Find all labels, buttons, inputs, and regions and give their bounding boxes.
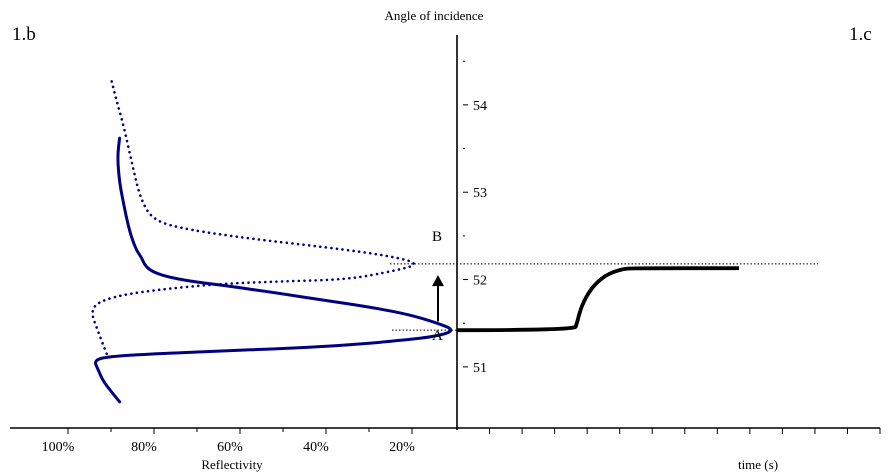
reflectivity-curve-b-dotted bbox=[91, 77, 415, 356]
reflectivity-tick-label: 40% bbox=[303, 440, 329, 455]
reflectivity-curve-a-solid bbox=[94, 136, 453, 404]
angle-tick-label: 53 bbox=[473, 186, 487, 201]
angle-tick-label: 54 bbox=[473, 99, 487, 114]
angle-axis-title: Angle of incidence bbox=[385, 8, 484, 23]
reflectivity-tick-label: 20% bbox=[389, 440, 415, 455]
angle-tick-label: 51 bbox=[473, 361, 487, 376]
reference-lines bbox=[390, 263, 818, 331]
shift-arrow-head bbox=[432, 275, 444, 287]
series bbox=[91, 77, 739, 404]
sensorgram-line bbox=[456, 266, 739, 333]
tick-labels: 51 52 53 54 100% 80% 60% 40% 20% bbox=[42, 99, 487, 455]
panel-label-1b: 1.b bbox=[12, 24, 36, 45]
angle-tick-label: 52 bbox=[473, 274, 487, 289]
point-label-b: B bbox=[432, 229, 442, 245]
reflectivity-tick-label: 80% bbox=[131, 440, 157, 455]
reflectivity-tick-label: 100% bbox=[42, 440, 75, 455]
point-label-a: A bbox=[432, 328, 443, 344]
reflectivity-tick-label: 60% bbox=[217, 440, 243, 455]
axes bbox=[10, 35, 881, 434]
time-axis-title: time (s) bbox=[738, 457, 778, 472]
reflectivity-axis-title: Reflectivity bbox=[201, 457, 263, 472]
panel-label-1c: 1.c bbox=[849, 24, 872, 45]
